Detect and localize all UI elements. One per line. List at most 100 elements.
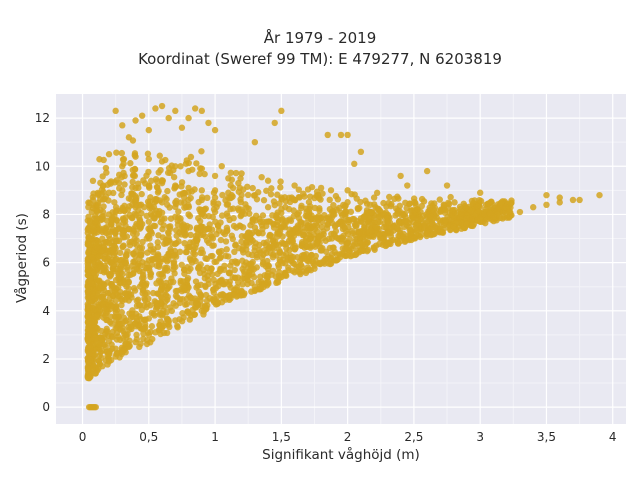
data-point (352, 238, 359, 245)
data-point (173, 232, 180, 239)
data-point (164, 187, 171, 195)
data-point (174, 287, 181, 295)
data-point (112, 230, 119, 237)
data-point (168, 240, 176, 247)
data-point (202, 282, 209, 289)
data-point (132, 117, 139, 124)
data-point (110, 284, 117, 291)
data-point (300, 255, 308, 262)
data-point (410, 198, 418, 206)
data-point (111, 199, 118, 206)
data-point (95, 358, 103, 365)
data-point (179, 296, 186, 303)
data-point (276, 256, 283, 264)
x-tick-label: 1 (211, 430, 219, 444)
data-point (187, 231, 194, 239)
data-point (139, 326, 147, 333)
data-point (342, 208, 350, 215)
data-point (240, 268, 248, 275)
data-point (186, 316, 193, 323)
data-point (403, 204, 410, 212)
data-point (125, 134, 133, 141)
data-point (85, 359, 92, 367)
data-point (259, 212, 267, 219)
data-point (145, 168, 152, 176)
data-point (443, 182, 451, 189)
data-point (326, 196, 333, 204)
data-point (225, 189, 232, 196)
data-point (159, 310, 167, 318)
data-point (151, 210, 158, 217)
data-point (115, 179, 123, 187)
data-point (170, 278, 177, 286)
data-point (324, 215, 332, 222)
data-point (138, 190, 145, 198)
data-point (164, 267, 171, 274)
data-point (155, 232, 162, 239)
data-point (335, 204, 343, 212)
data-point (382, 209, 390, 216)
data-point (193, 284, 200, 291)
data-point (183, 248, 190, 256)
data-point (204, 194, 211, 202)
data-point (304, 264, 312, 271)
data-point (97, 227, 104, 234)
data-point (141, 281, 148, 288)
data-point (257, 273, 264, 280)
data-point (143, 337, 151, 344)
data-point (332, 192, 340, 200)
data-point (218, 299, 226, 306)
data-point (596, 191, 603, 199)
data-point (129, 214, 136, 222)
data-point (202, 226, 209, 234)
data-point (502, 203, 509, 211)
data-point (181, 239, 188, 247)
data-point (283, 245, 290, 252)
data-point (85, 350, 93, 357)
data-point (109, 256, 116, 264)
data-point (185, 211, 192, 218)
data-point (325, 260, 332, 267)
data-point (467, 207, 475, 215)
data-point (98, 336, 106, 343)
data-point (375, 218, 382, 225)
data-point (370, 244, 378, 252)
data-point (198, 211, 206, 218)
data-point (125, 225, 133, 233)
data-point (274, 221, 281, 229)
data-point (211, 187, 219, 194)
data-point (249, 184, 256, 192)
data-point (295, 263, 302, 270)
data-point (166, 169, 174, 177)
data-point (238, 191, 245, 199)
data-point (437, 208, 444, 215)
data-point (112, 324, 119, 332)
data-point (100, 156, 107, 164)
data-point (251, 191, 259, 199)
x-tick-label: 2 (344, 430, 352, 444)
data-point (262, 263, 270, 270)
data-point (266, 243, 273, 250)
data-point (569, 196, 577, 204)
data-point (462, 204, 470, 211)
data-point (160, 221, 167, 229)
data-point (201, 270, 208, 278)
data-point (278, 194, 285, 201)
data-point (87, 372, 94, 380)
data-point (271, 201, 278, 209)
y-tick-label: 6 (42, 256, 50, 270)
data-point (483, 216, 491, 223)
data-point (91, 213, 99, 220)
data-point (349, 215, 356, 223)
data-point (314, 191, 322, 199)
data-point (417, 215, 425, 223)
data-point (138, 220, 146, 228)
data-point (218, 212, 226, 219)
data-point (264, 278, 272, 286)
data-point (211, 258, 218, 266)
data-point (116, 266, 123, 273)
data-point (99, 247, 106, 254)
data-point (132, 153, 139, 160)
data-point (490, 213, 497, 221)
data-point (344, 199, 351, 206)
